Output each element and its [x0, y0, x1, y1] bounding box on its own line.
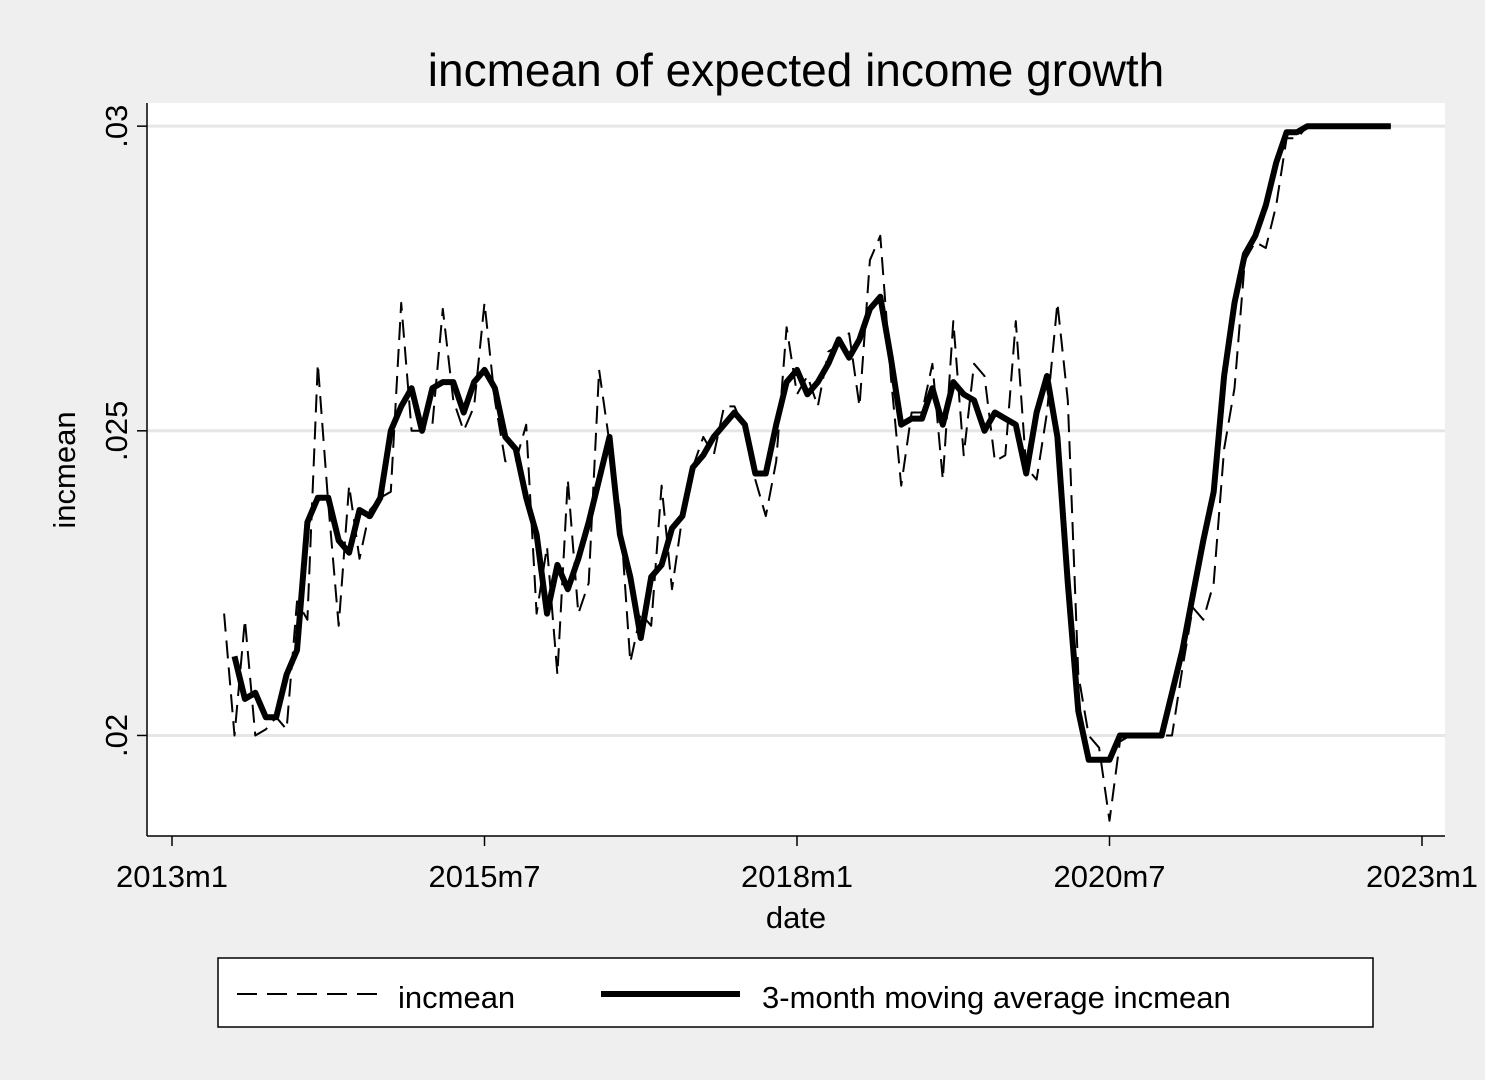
- y-axis-label: incmean: [47, 411, 82, 528]
- x-tick-label: 2018m1: [741, 859, 853, 894]
- legend-box: [217, 957, 1374, 1028]
- y-tick-label: .025: [99, 401, 134, 461]
- x-tick-label: 2023m1: [1366, 859, 1478, 894]
- series-line-moving-average: [231, 123, 1391, 763]
- legend-label-moving-average: 3-month moving average incmean: [762, 980, 1231, 1015]
- y-tick-label: .03: [99, 105, 134, 148]
- series-line-incmean: [223, 125, 1391, 822]
- x-ticks: 2013m1 2015m7 2018m1 2020m7 2023m1: [116, 836, 1478, 894]
- plot-area: [147, 103, 1445, 836]
- x-tick-label: 2020m7: [1053, 859, 1165, 894]
- series-layer: [223, 123, 1391, 822]
- x-tick-label: 2013m1: [116, 859, 228, 894]
- x-axis-label: date: [766, 900, 826, 935]
- y-ticks: .02 .025 .03: [99, 105, 147, 757]
- chart-title: incmean of expected income growth: [428, 44, 1164, 96]
- x-tick-label: 2015m7: [428, 859, 540, 894]
- legend: incmean 3-month moving average incmean: [217, 957, 1374, 1028]
- grid: [147, 124, 1445, 737]
- y-tick-label: .02: [99, 714, 134, 757]
- legend-label-incmean: incmean: [398, 980, 515, 1015]
